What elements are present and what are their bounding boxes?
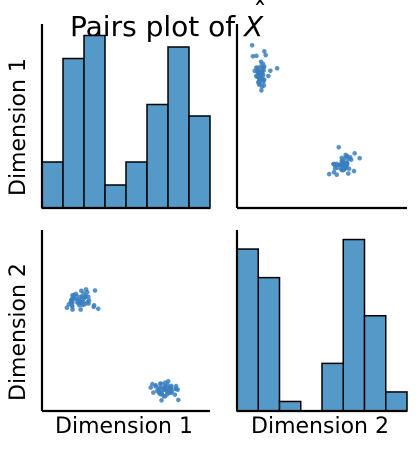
panel-r0c1-point-c1-18 — [331, 169, 337, 175]
panel-r0c1-point-c1-11 — [345, 171, 351, 176]
panel-r0c0-bar-4 — [125, 161, 148, 209]
panel-r0c1-point-c0-34 — [263, 52, 268, 58]
panel-r1c1-bar-0 — [236, 248, 259, 412]
panel-r0c0-bar-1 — [62, 57, 85, 209]
panel-r0c1-point-c0-26 — [268, 68, 273, 74]
panel-r0c1-point-c1-5 — [352, 151, 357, 156]
panel-r0c1-point-c0-38 — [256, 82, 262, 87]
panel-r1c0-point-c1-41 — [156, 387, 161, 392]
panel-r0c1-point-c1-14 — [336, 144, 342, 150]
panel-r1c0-point-c1-28 — [153, 383, 158, 388]
panel-r1c0-point-c0-42 — [70, 307, 75, 312]
panel-r1c1-bar-1 — [257, 276, 281, 412]
panel-r1c0-point-c0-46 — [83, 293, 89, 299]
col1-xlabel: Dimension 2 — [251, 414, 389, 439]
panel-r0c1-point-c0-45 — [261, 77, 266, 83]
panel-r1c0-point-c1-4 — [148, 385, 154, 390]
panel-r1c0-point-c1-23 — [172, 392, 178, 397]
panel-r1c0-point-c0-10 — [92, 288, 98, 293]
panel-r1c0-point-c1-21 — [162, 380, 168, 386]
panel-r1c0-point-c0-34 — [64, 305, 70, 311]
panel-r0c1-point-c1-45 — [343, 152, 348, 158]
panel-r1c0-point-c0-41 — [70, 295, 75, 301]
panel-r1c0-point-c0-2 — [95, 306, 101, 312]
panel-r0c1-point-c1-43 — [336, 162, 341, 168]
panel-r1c1-bar-4 — [321, 362, 344, 412]
panel-r1c0-point-c0-33 — [91, 303, 97, 308]
panel-r0c1-point-c0-5 — [259, 88, 264, 93]
panel-r0c0-bar-2 — [83, 34, 106, 209]
panel-r1c0-point-c0-35 — [86, 301, 91, 306]
panel-r1c0-point-c1-38 — [173, 383, 179, 389]
panel-r1c0-point-c1-47 — [151, 390, 156, 395]
panel-r0c1-point-c1-31 — [357, 155, 362, 161]
panel-r0c0-bar-6 — [167, 46, 190, 209]
panel-r0c0-bar-3 — [104, 184, 127, 209]
panel-r1c1-bar-5 — [342, 238, 366, 412]
chart-title-hat: ˆ — [253, 0, 268, 29]
panel-r1c1-bar-6 — [363, 314, 387, 412]
panel-r1c0-point-c0-43 — [78, 299, 84, 305]
panel-r1c0-point-c0-44 — [84, 290, 90, 295]
panel-r0c1-point-c0-30 — [262, 49, 267, 54]
panel-r0c1-point-c1-47 — [341, 163, 347, 169]
panel-r0c1-point-c1-22 — [348, 157, 354, 162]
panel-r1c0-point-c0-45 — [70, 300, 75, 305]
panel-r0c1-point-c0-46 — [253, 73, 259, 79]
panel-r0c1-point-c0-29 — [249, 42, 255, 48]
panel-r0c1-point-c0-23 — [254, 53, 259, 59]
panel-r0c0-bar-0 — [41, 161, 64, 209]
panel-r1c0-point-c1-43 — [159, 398, 164, 403]
panel-r1c1-bar-2 — [278, 400, 302, 412]
panel-r1c0-point-c1-39 — [175, 387, 180, 392]
panel-r0c1-point-c0-47 — [261, 83, 267, 88]
chart-title-x: X — [244, 10, 264, 43]
panel-r0c1-point-c1-21 — [331, 161, 336, 167]
panel-r1c0-point-c1-16 — [162, 394, 168, 399]
panel-r0c1-point-c0-0 — [274, 66, 280, 71]
col0-xlabel: Dimension 1 — [55, 414, 193, 439]
panel-r1c1-bar-7 — [385, 391, 408, 412]
panel-r0c1-point-c1-12 — [351, 168, 357, 174]
panel-r1c0-point-c0-47 — [74, 297, 80, 302]
panel-r0c1-point-c0-41 — [255, 67, 261, 73]
panel-r1c0-point-c0-24 — [78, 307, 83, 312]
panel-r0c1-point-c1-38 — [326, 171, 332, 177]
panel-r1c0-point-c1-42 — [159, 391, 165, 396]
panel-r0c0-bar-5 — [146, 103, 169, 209]
panel-r1c0-point-c1-31 — [159, 381, 164, 387]
panel-r0c1-point-c0-21 — [250, 53, 256, 59]
panel-r0c1-point-c0-28 — [258, 59, 264, 65]
panel-r1c0-point-c1-46 — [164, 388, 170, 394]
panel-r1c0-point-c1-45 — [168, 385, 174, 390]
panel-r1c0-point-c1-32 — [176, 397, 181, 403]
panel-r0c1-point-c0-44 — [261, 65, 266, 70]
panel-r0c1-point-c0-31 — [266, 73, 271, 79]
panel-r0c0-bar-7 — [188, 115, 211, 209]
